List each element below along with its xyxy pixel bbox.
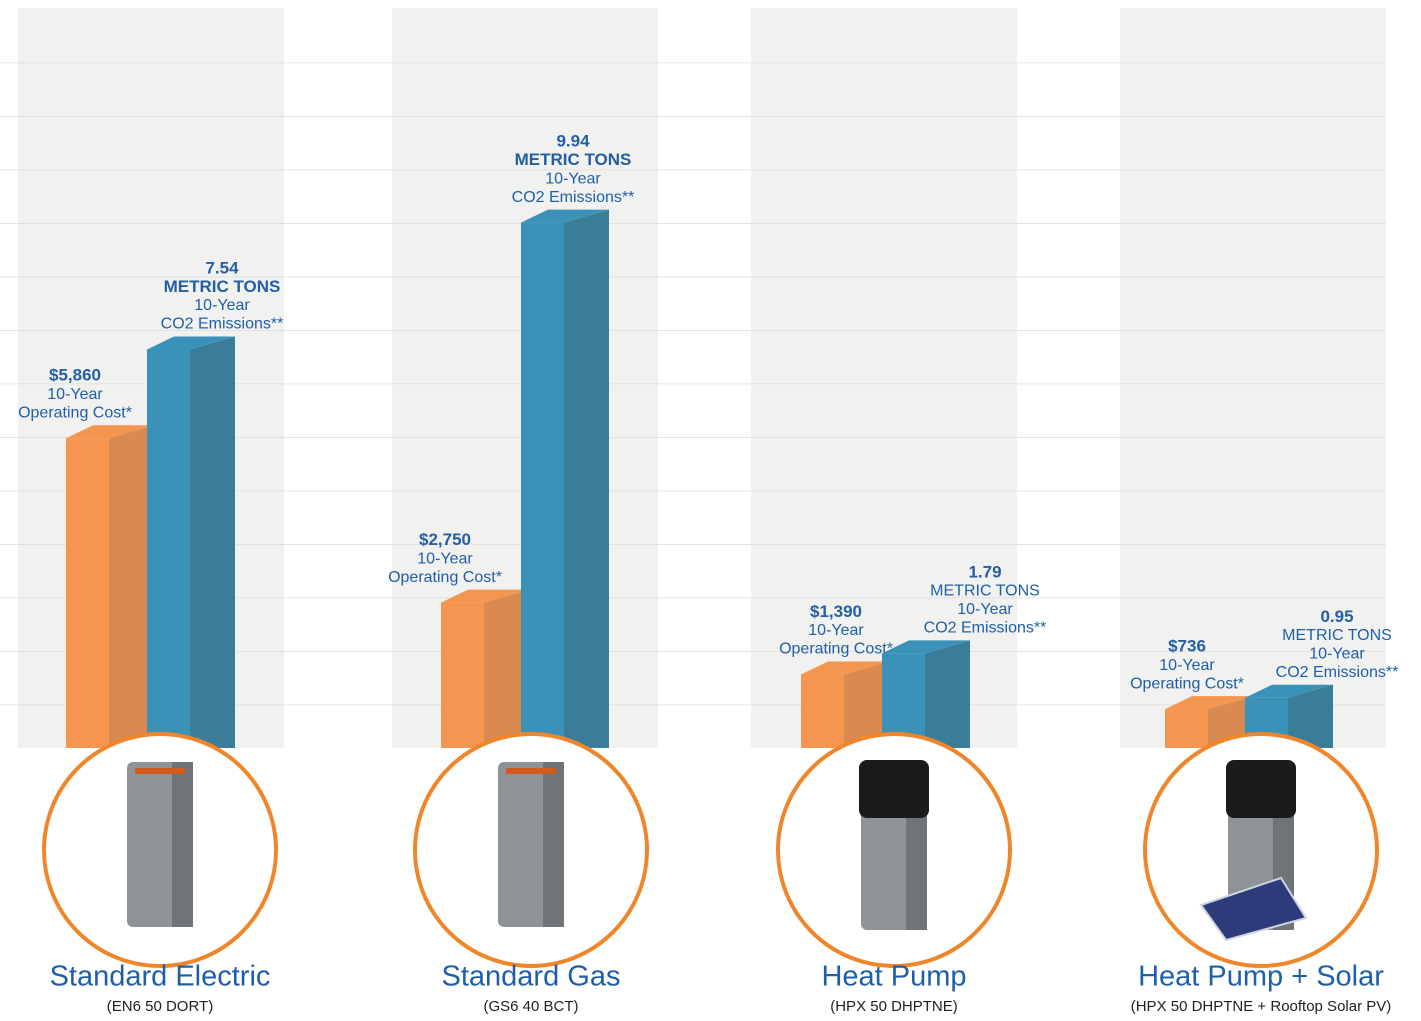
value-label: $5,860	[49, 366, 101, 385]
category-label: Heat Pump + Solar	[1138, 961, 1384, 993]
value-label: CO2 Emissions**	[1276, 664, 1399, 681]
heater-top	[1226, 760, 1296, 818]
value-label: Operating Cost*	[1130, 675, 1244, 692]
heater-band	[135, 768, 185, 774]
value-label: 7.54	[205, 258, 239, 277]
bar	[66, 438, 109, 748]
value-label: 10-Year	[1309, 646, 1365, 663]
bar	[521, 223, 564, 748]
value-label: 10-Year	[808, 622, 864, 639]
category-label: Standard Electric	[50, 961, 271, 993]
value-label: CO2 Emissions**	[924, 620, 1047, 637]
value-label: METRIC TONS	[515, 150, 632, 169]
value-label: 10-Year	[957, 601, 1013, 618]
value-label: 10-Year	[47, 386, 103, 403]
bar-side	[925, 640, 970, 748]
value-label: 10-Year	[194, 297, 250, 314]
category-model: (HPX 50 DHPTNE + Rooftop Solar PV)	[1131, 998, 1392, 1015]
value-label: CO2 Emissions**	[512, 189, 635, 206]
value-label: METRIC TONS	[930, 583, 1040, 600]
heater-shade	[172, 762, 193, 927]
value-label: $736	[1168, 637, 1206, 656]
heater-shade	[543, 762, 564, 927]
heater-top	[859, 760, 929, 818]
bar	[147, 349, 190, 748]
value-label: Operating Cost*	[388, 569, 502, 586]
value-label: $1,390	[810, 602, 862, 621]
value-label: 10-Year	[417, 550, 473, 567]
bar	[441, 603, 484, 748]
value-label: 10-Year	[1159, 657, 1215, 674]
value-label: Operating Cost*	[779, 641, 893, 658]
value-label: Operating Cost*	[18, 404, 132, 421]
category-model: (GS6 40 BCT)	[483, 998, 578, 1015]
bar	[1165, 709, 1208, 748]
heater-band	[506, 768, 556, 774]
value-label: 1.79	[968, 562, 1001, 581]
bar-side	[564, 210, 609, 748]
category-label: Heat Pump	[821, 961, 966, 993]
value-label: METRIC TONS	[1282, 627, 1392, 644]
value-label: 0.95	[1320, 607, 1353, 626]
value-label: $2,750	[419, 530, 471, 549]
value-label: CO2 Emissions**	[161, 316, 284, 333]
category-label: Standard Gas	[442, 961, 621, 993]
bar-side	[190, 336, 235, 748]
value-label: 9.94	[556, 132, 590, 151]
chart: $5,86010-YearOperating Cost*$2,75010-Yea…	[0, 0, 1421, 1021]
category-model: (EN6 50 DORT)	[107, 998, 213, 1015]
value-label: 10-Year	[545, 170, 601, 187]
bar	[801, 675, 844, 748]
category-model: (HPX 50 DHPTNE)	[830, 998, 958, 1015]
value-label: METRIC TONS	[164, 277, 281, 296]
